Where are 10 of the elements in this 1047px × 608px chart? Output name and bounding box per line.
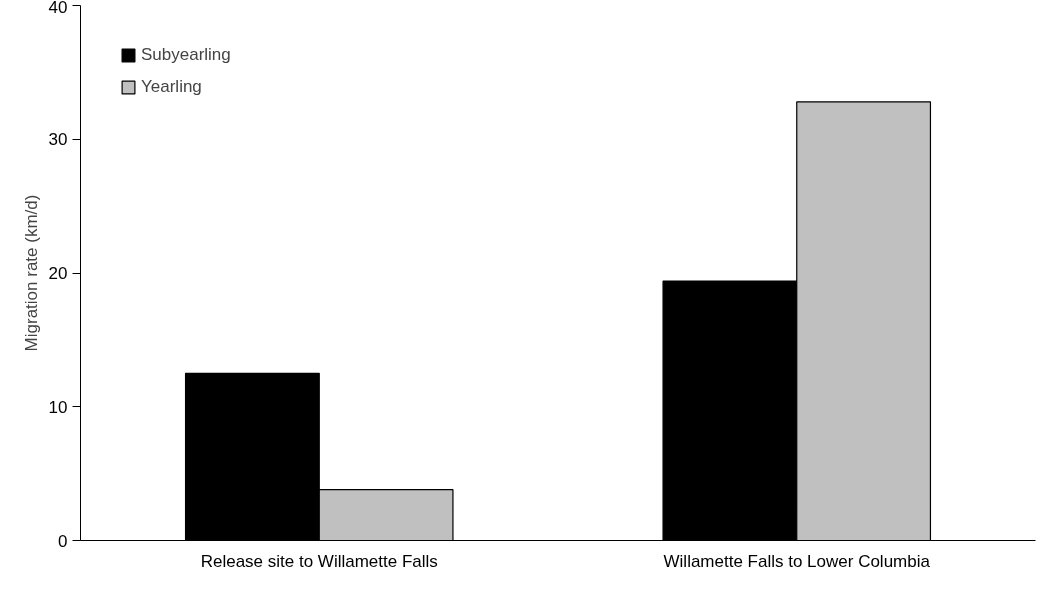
x-tick-label: Release site to Willamette Falls — [200, 551, 438, 571]
x-tick-label: Willamette Falls to Lower Columbia — [663, 551, 931, 571]
y-tick-label: 20 — [48, 264, 68, 283]
legend-label: Subyearling — [141, 45, 231, 65]
y-tick-label: 40 — [48, 0, 68, 17]
y-tick-label: 10 — [48, 397, 68, 417]
y-tick-label: 30 — [48, 130, 68, 150]
legend-label: Yearling — [141, 77, 202, 97]
y-tick-label: 0 — [58, 531, 68, 551]
y-axis-title: Migration rate (km/d) — [21, 194, 41, 352]
